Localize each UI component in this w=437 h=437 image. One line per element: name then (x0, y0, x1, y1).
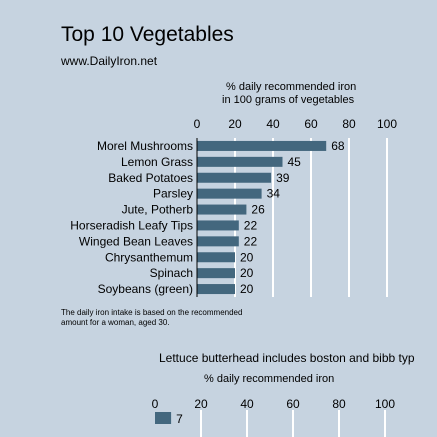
chart1-category-label: Chrysanthemum (105, 250, 193, 264)
chart1-footnote-line2: amount for a woman, aged 30. (61, 318, 170, 327)
chart1-category-label: Lemon Grass (121, 155, 193, 169)
chart1-data-label: 22 (244, 218, 258, 232)
chart1-data-label: 26 (251, 203, 265, 217)
chart1-tick-label: 60 (304, 117, 318, 131)
page-title: Top 10 Vegetables (61, 23, 234, 46)
chart1-data-label: 39 (276, 171, 290, 185)
chart1-data-label: 20 (240, 266, 254, 280)
chart1-category-label: Morel Mushrooms (97, 139, 193, 153)
chart2-tick-label: 80 (332, 397, 346, 411)
chart1-bar (197, 220, 239, 231)
chart2-axis-label: % daily recommended iron (204, 373, 335, 385)
page-subtitle: www.DailyIron.net (61, 54, 158, 68)
chart1-category-label: Soybeans (green) (98, 282, 193, 296)
chart2-tick-label: 60 (286, 397, 300, 411)
chart1-category-label: Parsley (153, 187, 193, 201)
chart1-tick-label: 40 (266, 117, 280, 131)
chart1-data-label: 34 (267, 187, 281, 201)
chart1-bar (197, 188, 262, 199)
chart1-tick-label: 0 (194, 117, 201, 131)
chart1-footnote-line1: The daily iron intake is based on the re… (61, 308, 243, 317)
chart2-bar (155, 412, 172, 424)
chart1-bar (197, 268, 235, 279)
chart2-tick-label: 100 (375, 397, 395, 411)
chart1-category-label: Jute, Potherb (122, 203, 194, 217)
chart1-axis-label-line1: % daily recommended iron (226, 81, 357, 93)
chart1-bar (197, 252, 235, 263)
chart1-data-label: 68 (331, 139, 345, 153)
chart1-data-label: 45 (288, 155, 302, 169)
chart1-tick-label: 80 (342, 117, 356, 131)
chart1-axis-label-line2: in 100 grams of vegetables (222, 94, 355, 106)
chart1-data-label: 20 (240, 250, 254, 264)
chart2-data-label: 7 (176, 412, 183, 426)
chart2-tick-label: 0 (152, 397, 159, 411)
chart1-category-label: Winged Bean Leaves (79, 234, 193, 248)
chart1-bar (197, 172, 272, 183)
chart1-category-label: Horseradish Leafy Tips (70, 218, 193, 232)
chart1-data-label: 22 (244, 234, 258, 248)
chart1-bar (197, 284, 235, 295)
chart1-bar (197, 140, 327, 151)
chart1-bar (197, 204, 247, 215)
chart1-category-label: Baked Potatoes (108, 171, 193, 185)
chart1-bar (197, 156, 283, 167)
chart2-tick-label: 40 (240, 397, 254, 411)
chart1-tick-label: 100 (377, 117, 397, 131)
chart1-tick-label: 20 (228, 117, 242, 131)
chart1-category-label: Spinach (150, 266, 193, 280)
chart1-data-label: 20 (240, 282, 254, 296)
chart1-bar (197, 236, 239, 247)
chart2-tick-label: 20 (194, 397, 208, 411)
chart2-title: Lettuce butterhead includes boston and b… (159, 351, 415, 365)
